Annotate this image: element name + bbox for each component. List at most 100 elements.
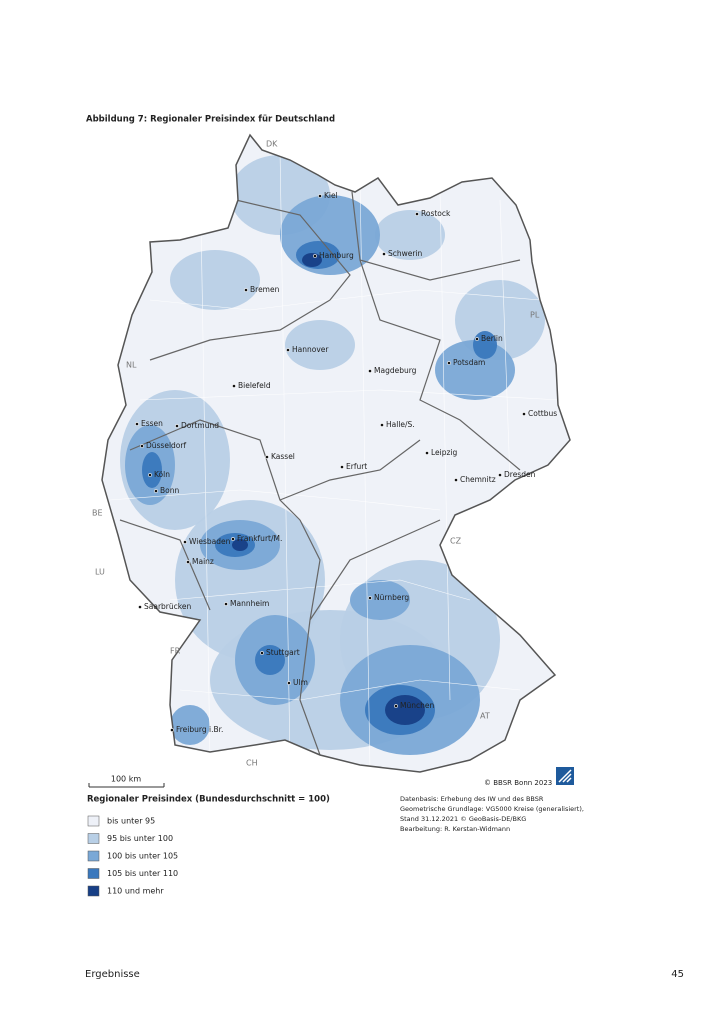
district-area [142, 452, 162, 488]
city-labels: Kiel Rostock Hamburg Schwerin Bremen Ber… [135, 191, 557, 734]
district-area [350, 580, 410, 620]
city-dot [265, 455, 269, 459]
legend-title: Regionaler Preisindex (Bundesdurchschnit… [87, 795, 330, 805]
city-label: Berlin [481, 334, 503, 343]
city-label: Potsdam [453, 358, 485, 367]
city-label: Dortmund [181, 421, 219, 430]
city-dot [183, 540, 187, 544]
city-label: Kassel [271, 452, 295, 461]
figure-title: Abbildung 7: Regionaler Preisindex für D… [86, 115, 335, 125]
source-line: Geometrische Grundlage: VG5000 Kreise (g… [400, 805, 584, 813]
city-dot [175, 424, 179, 428]
country-labels: DK PL NL BE LU CZ FR AT CH [92, 140, 540, 768]
city-label: Erfurt [346, 462, 367, 471]
city-label: München [400, 701, 434, 710]
city-label: Ulm [293, 678, 308, 687]
legend-label: bis unter 95 [107, 817, 155, 826]
country-label: CZ [450, 537, 462, 546]
city-dot [522, 412, 526, 416]
city-label: Rostock [421, 209, 451, 218]
source-notes: Datenbasis: Erhebung des IW und des BBSR… [400, 795, 584, 833]
city-label: Freiburg i.Br. [176, 725, 223, 734]
city-label: Bielefeld [238, 381, 271, 390]
district-area [435, 340, 515, 400]
legend-label: 110 und mehr [107, 887, 164, 896]
city-label: Cottbus [528, 409, 557, 418]
country-label: NL [126, 361, 137, 370]
district-area [232, 539, 248, 551]
city-dot [260, 651, 264, 655]
district-area [385, 695, 425, 725]
scale-bar-label: 100 km [111, 775, 141, 784]
city-dot [340, 465, 344, 469]
map: DK PL NL BE LU CZ FR AT CH Kiel Rostock … [88, 134, 574, 788]
city-dot [224, 602, 228, 606]
city-dot [498, 473, 502, 477]
copyright: © BBSR Bonn 2023 [484, 779, 552, 787]
country-label: BE [92, 509, 103, 518]
district-area [170, 250, 260, 310]
legend-swatch [87, 833, 100, 844]
country-label: AT [480, 712, 490, 721]
legend-swatch [87, 868, 100, 879]
city-dot [186, 560, 190, 564]
city-dot [318, 194, 322, 198]
legend-swatch [87, 815, 100, 827]
city-dot [415, 212, 419, 216]
city-dot [138, 605, 142, 609]
city-label: Nürnberg [374, 593, 409, 602]
border-lines [119, 191, 521, 756]
city-label: Essen [141, 419, 163, 428]
source-line: Stand 31.12.2021 © GeoBasis-DE/BKG [400, 815, 526, 823]
source-line: Datenbasis: Erhebung des IW und des BBSR [400, 795, 544, 803]
district-area [285, 320, 355, 370]
legend-label: 100 bis unter 105 [107, 852, 178, 861]
page-number: 45 [671, 969, 684, 980]
country-label: LU [95, 568, 105, 577]
city-label: Schwerin [388, 249, 423, 258]
city-label: Köln [154, 470, 170, 479]
legend-items: bis unter 95 95 bis unter 100 100 bis unte… [87, 815, 178, 897]
city-label: Düsseldorf [146, 441, 186, 450]
city-label: Magdeburg [374, 366, 417, 375]
city-label: Kiel [324, 191, 338, 200]
city-dot [170, 728, 174, 732]
city-label: Stuttgart [266, 648, 300, 657]
city-dot [287, 681, 291, 685]
city-dot [475, 337, 479, 341]
city-dot [148, 473, 152, 477]
city-dot [313, 254, 317, 258]
city-label: Halle/S. [386, 420, 415, 429]
country-label: DK [266, 140, 278, 149]
district-area [170, 705, 210, 745]
district-area [375, 210, 445, 260]
district-area [473, 331, 497, 359]
city-label: Mainz [192, 557, 214, 566]
footer-section: Ergebnisse [85, 969, 140, 980]
city-label: Hannover [292, 345, 329, 354]
city-label: Bremen [250, 285, 280, 294]
city-dot [368, 369, 372, 373]
state-borders [119, 191, 521, 756]
city-dot [154, 489, 158, 493]
city-label: Saarbrücken [144, 602, 191, 611]
legend-label: 105 bis unter 110 [107, 869, 178, 878]
city-label: Frankfurt/M. [237, 534, 282, 543]
bbsr-logo [556, 767, 574, 785]
city-dot [140, 444, 144, 448]
city-label: Hamburg [319, 251, 354, 260]
legend-label: 95 bis unter 100 [107, 834, 173, 843]
source-line: Bearbeitung: R. Kerstan-Widmann [400, 825, 510, 833]
city-label: Bonn [160, 486, 179, 495]
city-dot [232, 384, 236, 388]
city-label: Leipzig [431, 448, 458, 457]
city-dot [454, 478, 458, 482]
city-label: Wiesbaden [189, 537, 231, 546]
country-label: PL [530, 311, 540, 320]
city-dot [368, 596, 372, 600]
city-dot [231, 537, 235, 541]
city-label: Chemnitz [460, 475, 496, 484]
country-label: FR [170, 647, 181, 656]
